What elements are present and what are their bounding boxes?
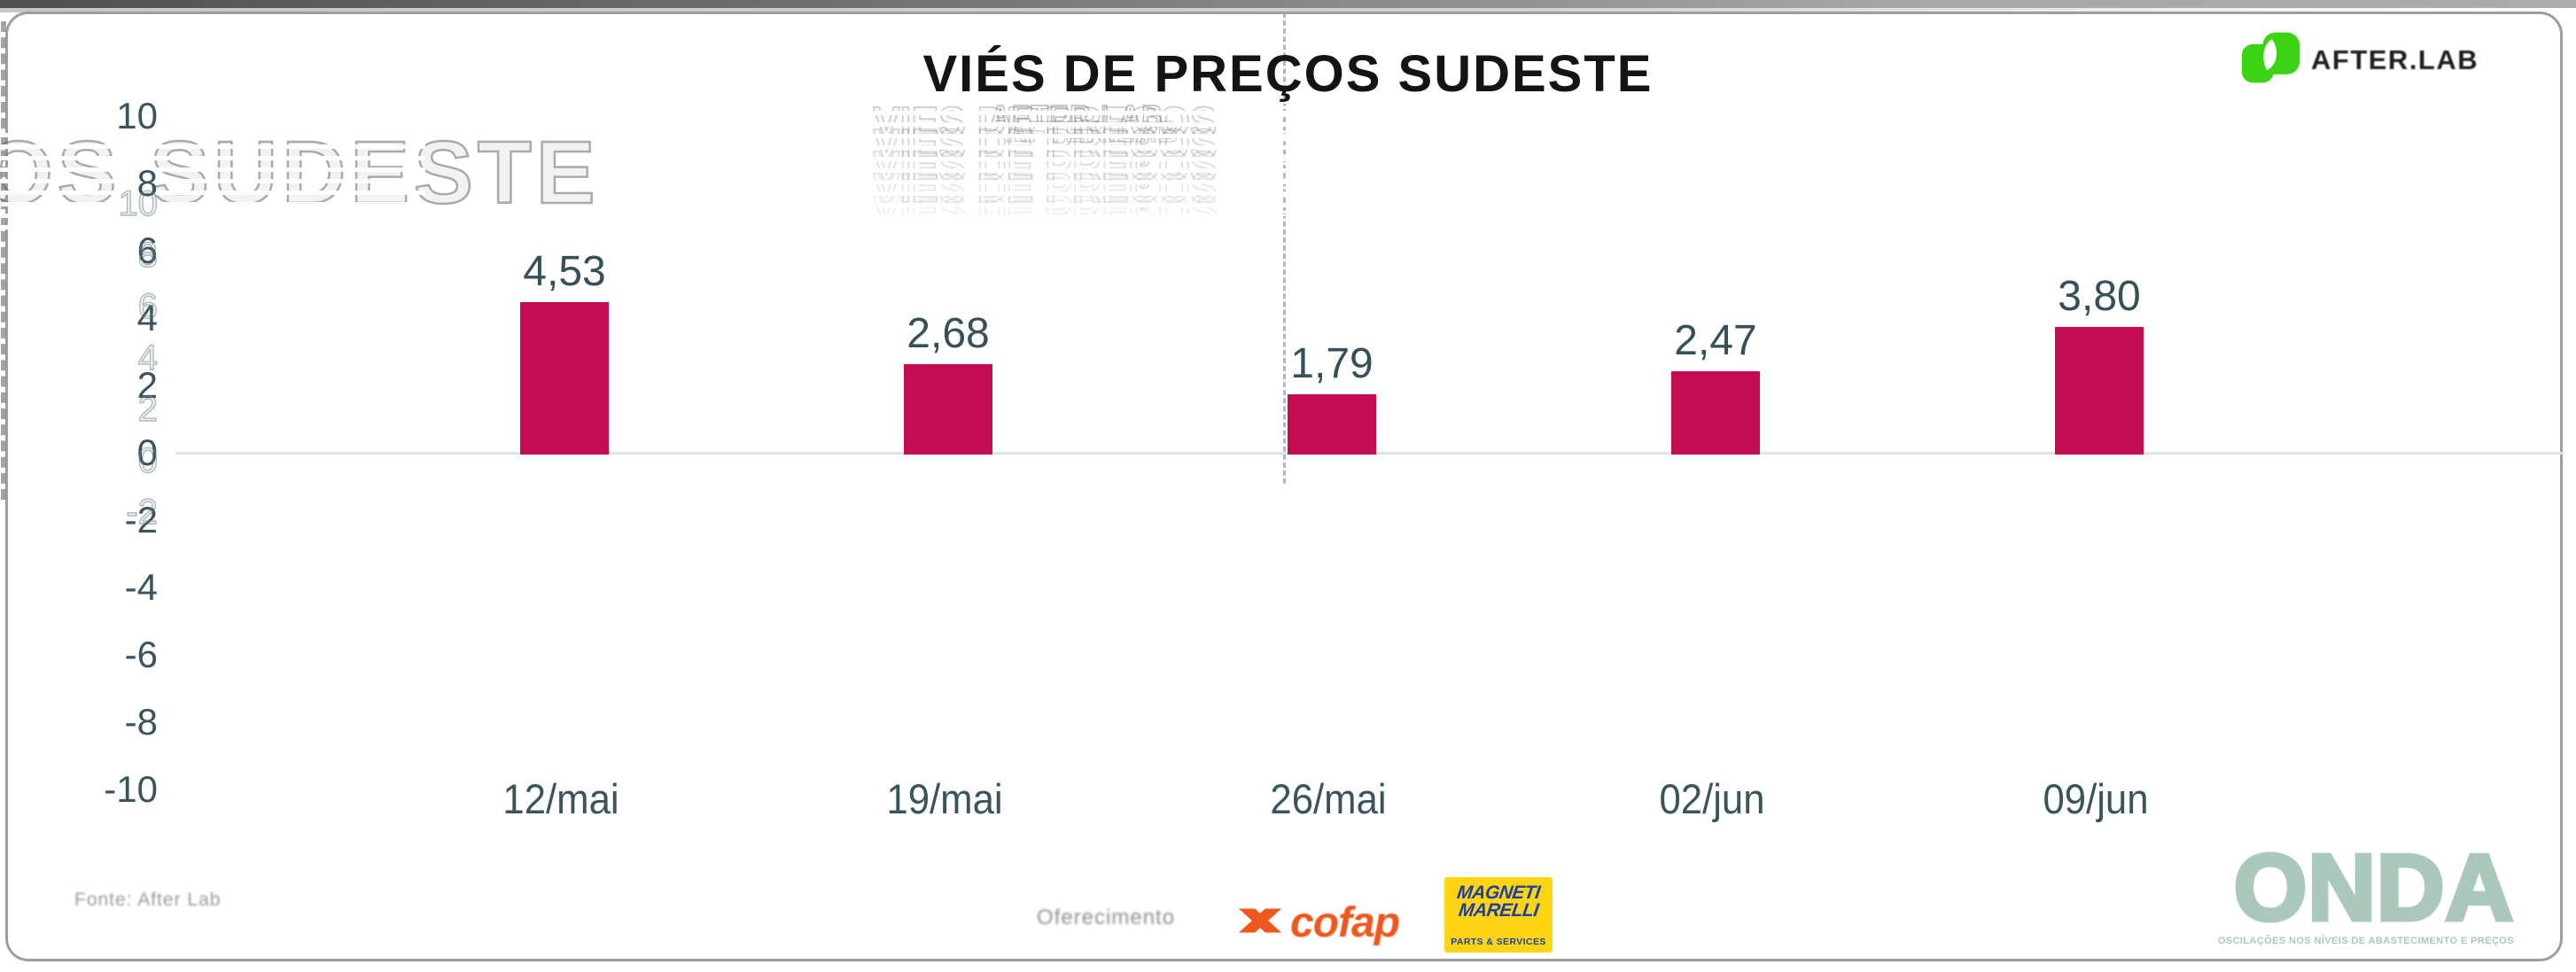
afterlab-icon xyxy=(2240,30,2300,89)
x-tick-label: 26/mai xyxy=(1270,775,1387,822)
y-tick-label: 10 xyxy=(116,95,158,136)
vertical-dashed-line xyxy=(1283,12,1286,484)
ghost-y-tick-label: 2 xyxy=(137,389,159,429)
bar-value-label: 1,79 xyxy=(1290,340,1374,387)
y-tick-label: 2 xyxy=(136,364,158,406)
x-tick-label: 12/mai xyxy=(502,775,619,822)
y-tick-label: 8 xyxy=(136,162,158,204)
onda-tagline: OSCILAÇÕES NOS NÍVEIS DE ABASTECIMENTO E… xyxy=(2217,936,2514,946)
ghost-y-tick-label: -2 xyxy=(126,492,159,532)
bar-value-label: 2,68 xyxy=(907,310,990,357)
onda-wordmark: ONDA xyxy=(2231,836,2515,940)
bar xyxy=(1288,394,1376,455)
afterlab-wordmark: AFTER.LAB xyxy=(2311,43,2479,75)
bar xyxy=(520,302,609,455)
ghost-y-tick-label: 6 xyxy=(137,286,159,326)
cofap-icon xyxy=(1237,900,1283,945)
top-border-strip-2 xyxy=(0,8,2576,12)
bar-value-label: 3,80 xyxy=(2058,273,2141,320)
left-dashed-border xyxy=(1,21,6,500)
magneti-marelli-line1: MAGNETI xyxy=(1455,883,1542,903)
bar-value-label: 2,47 xyxy=(1674,317,1757,364)
bar xyxy=(904,364,992,455)
ghost-y-tick-label: 4 xyxy=(137,338,159,377)
bar-value-label: 4,53 xyxy=(523,248,606,295)
y-tick-label: -10 xyxy=(104,768,158,810)
y-tick-label: -2 xyxy=(124,499,158,540)
onda-logo: ONDA OSCILAÇÕES NOS NÍVEIS DE ABASTECIME… xyxy=(2217,836,2516,947)
ghost-y-tick-label: 0 xyxy=(137,440,159,480)
magneti-marelli-line2: MARELLI xyxy=(1457,900,1540,921)
chart-title: VIÉS DE PREÇOS SUDESTE xyxy=(922,45,1654,103)
y-tick-label: -6 xyxy=(124,634,158,675)
cofap-logo: cofap xyxy=(1237,898,1400,947)
y-tick-label: 6 xyxy=(136,229,158,271)
magneti-marelli-tagline: PARTS & SERVICES xyxy=(1451,937,1546,947)
ghost-stripe-overlay-left xyxy=(0,133,425,230)
source-note: Fonte: After Lab xyxy=(74,890,222,910)
sponsor-intro-label: Oferecimento xyxy=(1037,906,1176,929)
magneti-marelli-logo: MAGNETI MARELLI PARTS & SERVICES xyxy=(1444,877,1553,953)
ghost-y-tick-label: 10 xyxy=(118,183,159,223)
y-tick-label: -8 xyxy=(124,701,158,743)
top-border-strip xyxy=(0,0,2576,8)
bar xyxy=(2055,327,2144,455)
y-tick-label: 4 xyxy=(136,297,158,338)
ghost-y-tick-label: 8 xyxy=(137,235,159,275)
cofap-wordmark: cofap xyxy=(1290,899,1400,946)
x-tick-label: 02/jun xyxy=(1659,775,1765,822)
y-tick-label: 0 xyxy=(136,432,158,473)
x-tick-label: 09/jun xyxy=(2043,775,2149,822)
ghost-stripe-overlay-title xyxy=(873,99,1288,216)
bar xyxy=(1671,371,1760,455)
afterlab-logo: AFTER.LAB xyxy=(2240,30,2479,89)
y-tick-label: -4 xyxy=(124,566,158,608)
x-tick-label: 19/mai xyxy=(886,775,1003,822)
